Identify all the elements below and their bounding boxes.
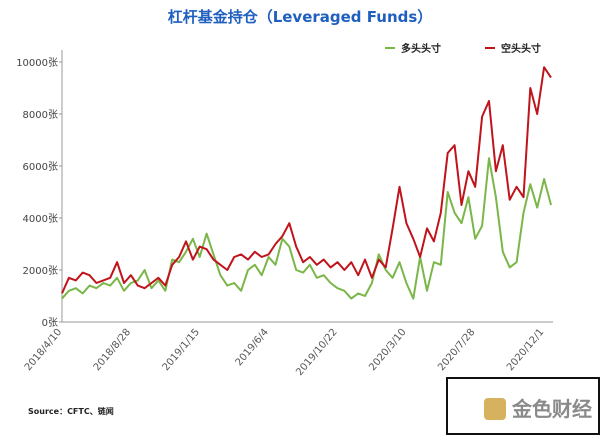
- chart-title: 杠杆基金持仓（Leveraged Funds）: [168, 8, 433, 26]
- logo-box: [446, 377, 600, 435]
- y-tick-label: 10000张: [16, 57, 58, 69]
- x-tick-label: 2019/1/15: [161, 327, 202, 373]
- x-tick-label: 2019/6/4: [234, 327, 271, 368]
- legend-label: 空头头寸: [501, 42, 541, 55]
- series-line: [61, 66, 552, 294]
- x-tick-label: 2020/12/1: [505, 327, 546, 373]
- logo-text: 金色财经: [511, 397, 592, 421]
- x-tick-label: 2018/8/28: [92, 327, 133, 373]
- y-tick-label: 8000张: [23, 109, 58, 121]
- x-tick-label: 2020/3/10: [367, 327, 408, 373]
- y-tick-label: 6000张: [23, 161, 58, 173]
- x-tick-label: 2019/10/22: [294, 327, 339, 378]
- x-tick-label: 2018/4/10: [23, 327, 64, 373]
- y-tick-label: 2000张: [23, 265, 58, 277]
- x-tick-label: 2020/7/28: [436, 327, 477, 373]
- source: Source：CFTC、链闻: [28, 406, 114, 416]
- series-line: [61, 157, 552, 300]
- y-tick-label: 4000张: [23, 213, 58, 225]
- legend-label: 多头头寸: [401, 42, 441, 55]
- logo-icon: [484, 398, 506, 420]
- y-tick-label: 0张: [42, 317, 58, 329]
